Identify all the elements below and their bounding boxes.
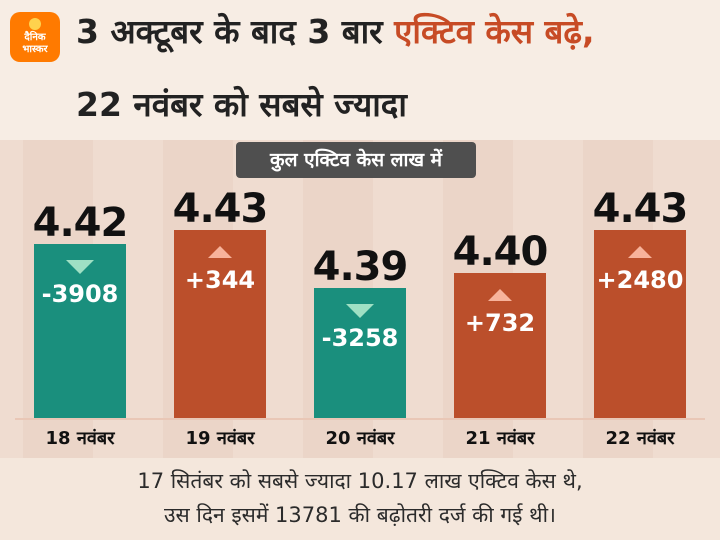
sun-icon: [29, 18, 41, 30]
bar-value-label: 4.42: [32, 200, 129, 247]
title-highlight: एक्टिव केस बढ़े,: [394, 12, 595, 51]
bar-2: [174, 230, 266, 418]
bar-value-label: 4.40: [452, 229, 549, 276]
unit-label: कुल एक्टिव केस लाख में: [236, 142, 476, 178]
x-tick-label: 20 नवंबर: [325, 428, 395, 449]
header: दैनिक भास्कर 3 अक्टूबर के बाद 3 बार एक्ट…: [0, 0, 720, 140]
chart-baseline: [15, 418, 705, 420]
page-title: 3 अक्टूबर के बाद 3 बार एक्टिव केस बढ़े,: [76, 6, 716, 58]
title-part1: 3 अक्टूबर के बाद 3 बार: [76, 12, 395, 51]
arrow-up-icon: [488, 289, 512, 302]
bar-change-label: -3908: [41, 280, 119, 309]
arrow-down-icon: [346, 303, 374, 318]
x-tick-label: 22 नवंबर: [605, 428, 675, 449]
arrow-up-icon: [628, 246, 652, 258]
footer-line2: उस दिन इसमें 13781 की बढ़ोतरी दर्ज की गई…: [164, 503, 556, 527]
bar-change-label: +732: [464, 309, 536, 338]
x-tick-label: 19 नवंबर: [185, 428, 255, 449]
bar-change-label: -3258: [321, 323, 399, 352]
x-tick-label: 18 नवंबर: [45, 428, 115, 449]
footer-line1: 17 सितंबर को सबसे ज्यादा 10.17 लाख एक्टि…: [137, 469, 583, 493]
bar-value-label: 4.43: [592, 186, 689, 232]
bar-change-label: +2480: [596, 266, 684, 294]
footer-note: 17 सितंबर को सबसे ज्यादा 10.17 लाख एक्टि…: [0, 458, 720, 540]
arrow-up-icon: [208, 246, 232, 258]
brand-logo: दैनिक भास्कर: [10, 12, 60, 62]
brand-line1: दैनिक: [24, 32, 46, 43]
bar-change-label: +344: [184, 266, 256, 294]
page-title-line2: 22 नवंबर को सबसे ज्यादा: [76, 85, 407, 124]
bar-value-label: 4.39: [312, 243, 409, 290]
x-tick-label: 21 नवंबर: [465, 428, 535, 449]
bar-5: [594, 230, 686, 418]
bar-value-label: 4.43: [172, 186, 269, 232]
arrow-down-icon: [66, 260, 94, 275]
brand-line2: भास्कर: [22, 44, 48, 55]
